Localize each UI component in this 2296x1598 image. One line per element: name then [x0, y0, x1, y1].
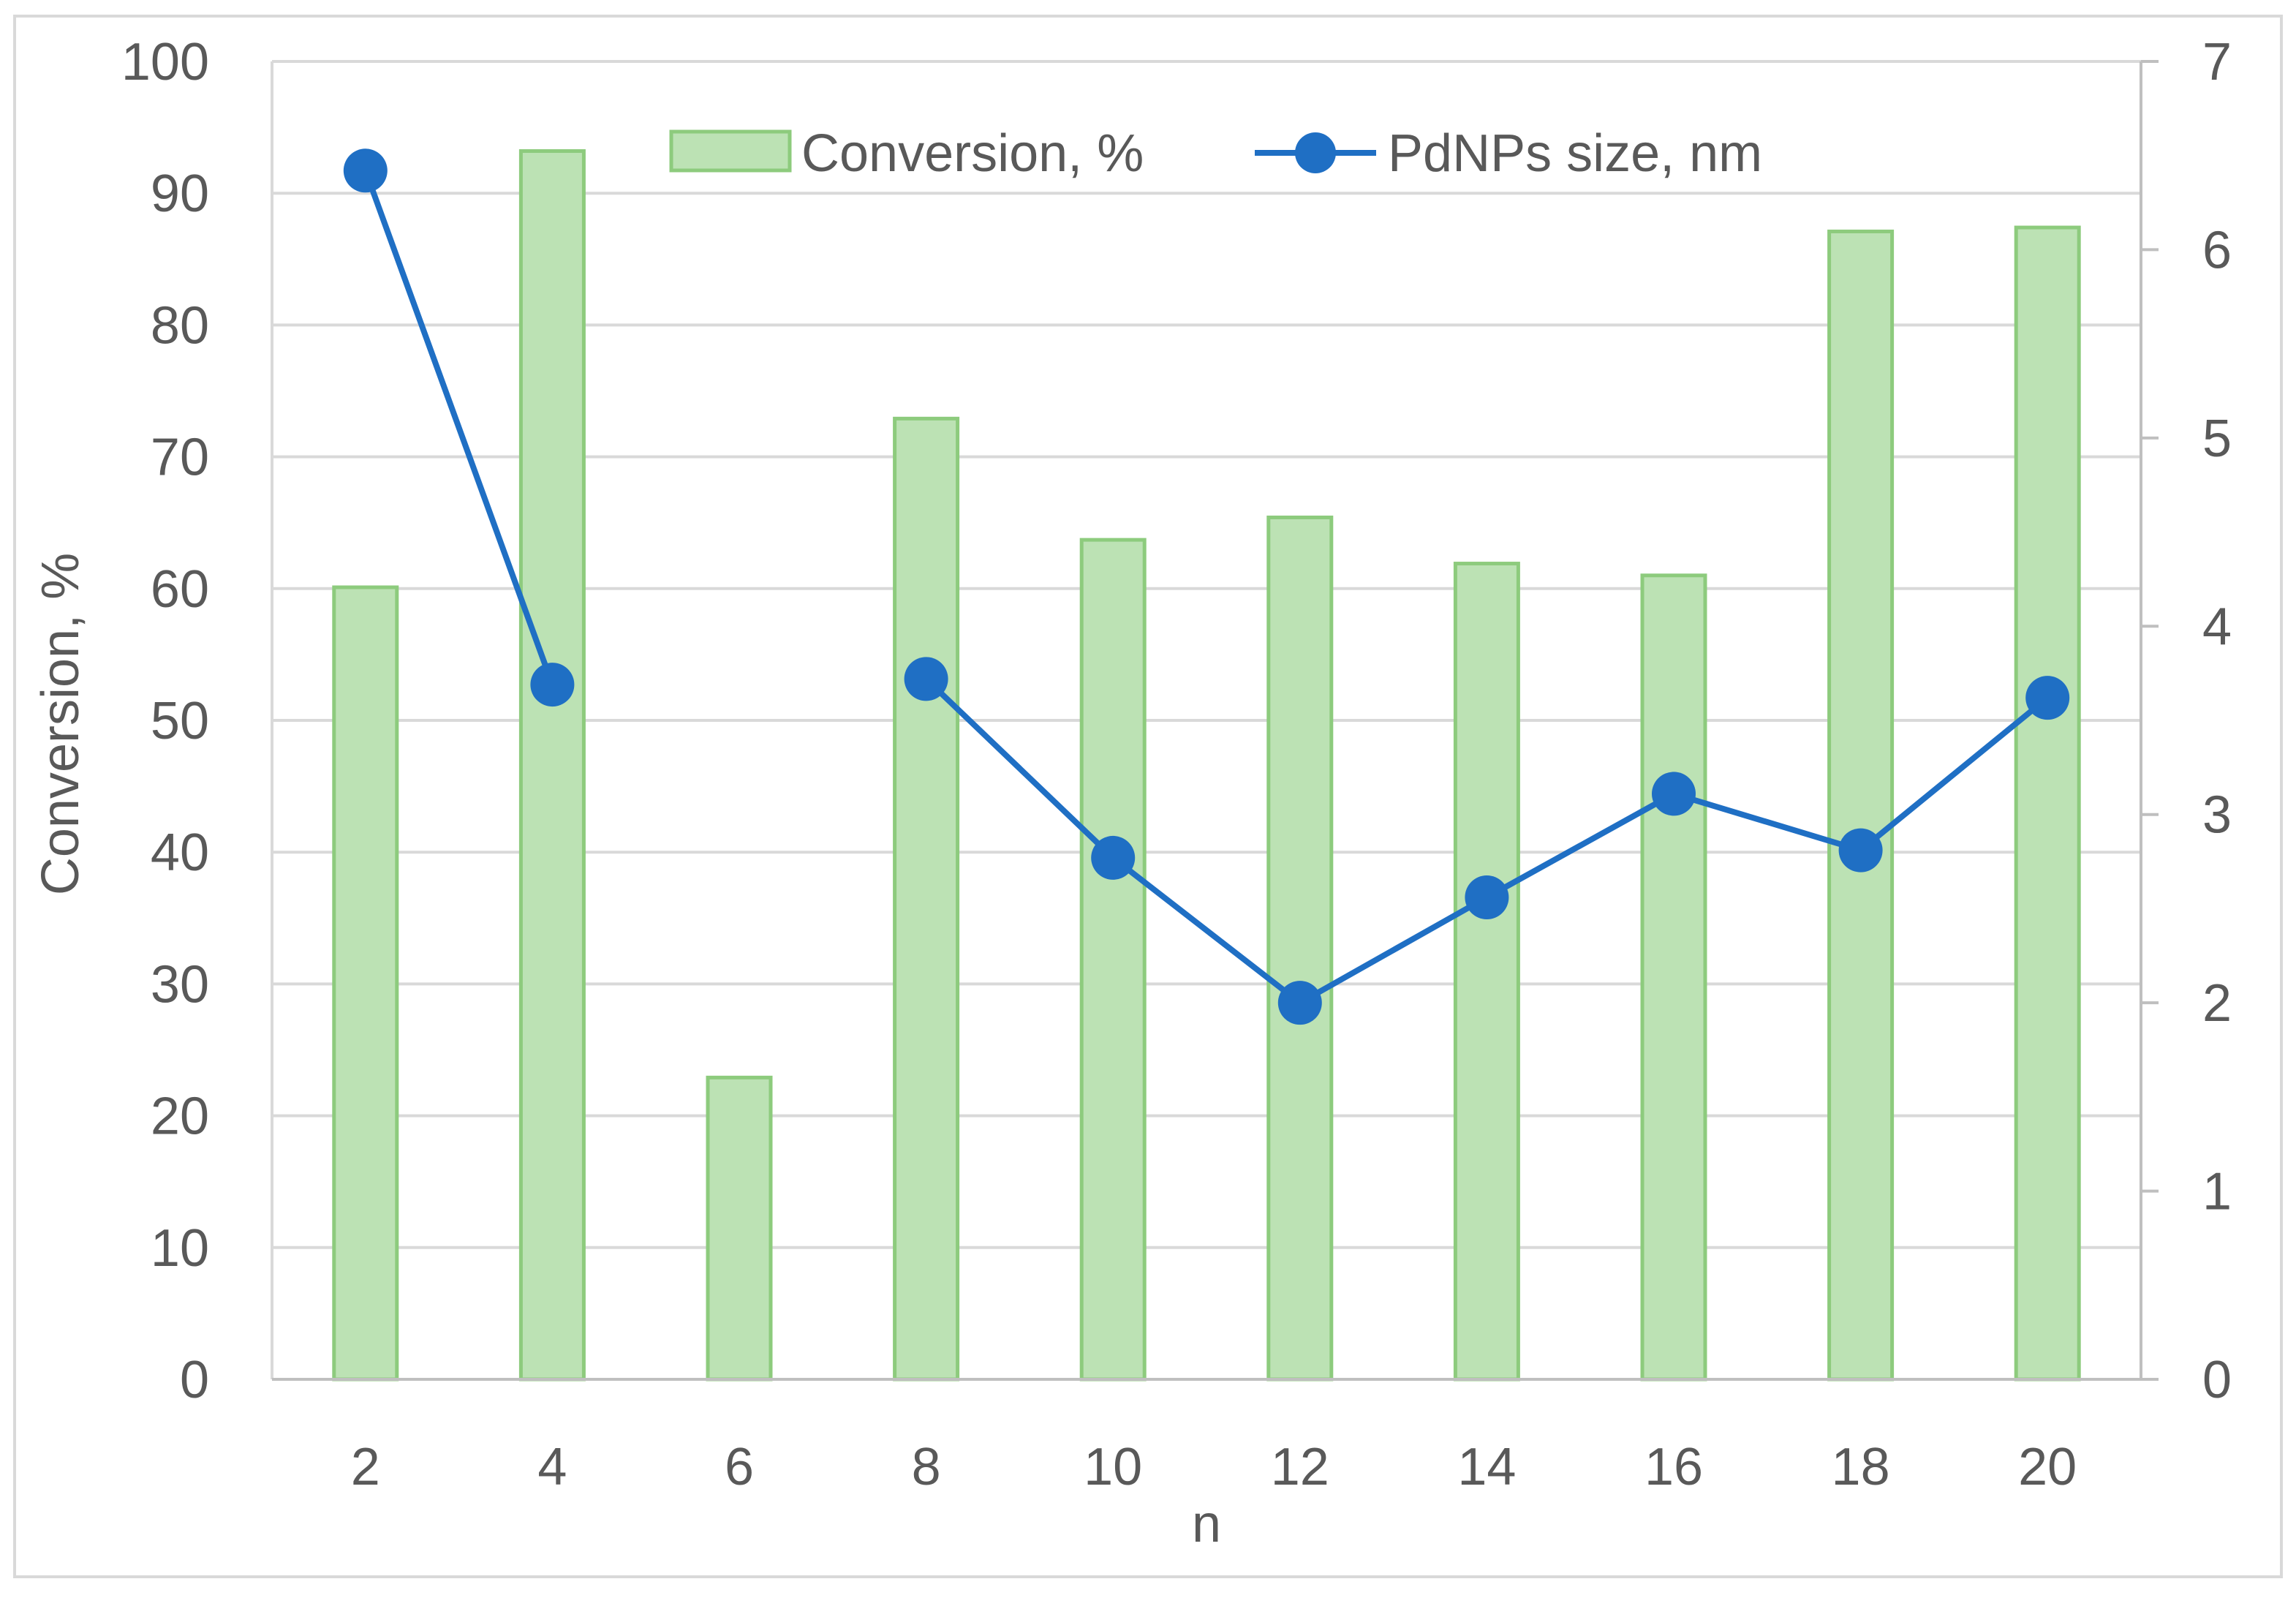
y2-tick-label: 0 [2202, 1351, 2232, 1409]
size-point [1091, 835, 1136, 880]
y-tick-label: 70 [151, 429, 209, 487]
bar-conversion [2014, 225, 2081, 1382]
axes [271, 60, 2159, 1381]
y2-tick-label: 2 [2202, 974, 2232, 1033]
y-tick-label: 20 [151, 1088, 209, 1146]
bar-conversion [1453, 562, 1520, 1382]
y2-tick-label: 5 [2202, 410, 2232, 468]
x-tick-label: 16 [1644, 1438, 1703, 1496]
bar-conversion [1640, 573, 1707, 1382]
size-point [2025, 676, 2070, 720]
x-tick-label: 2 [351, 1438, 380, 1496]
y2-tick-label: 6 [2202, 221, 2232, 279]
y-tick-label: 80 [151, 296, 209, 355]
y-tick-label: 40 [151, 824, 209, 882]
bar-conversion [1079, 538, 1147, 1382]
y-tick-label: 10 [151, 1219, 209, 1278]
bar-conversion [332, 585, 399, 1382]
size-point [530, 663, 575, 707]
legend: Conversion, % PdNPs size, nm [669, 124, 1762, 183]
bar-conversion [1266, 515, 1334, 1382]
size-point [343, 148, 388, 193]
x-axis-title: n [1192, 1495, 1221, 1553]
legend-line-marker [1295, 132, 1336, 173]
x-tick-label: 8 [912, 1438, 941, 1496]
y2-tick-label: 4 [2202, 598, 2232, 656]
x-tick-label: 20 [2018, 1438, 2077, 1496]
x-tick-label: 12 [1271, 1438, 1329, 1496]
bar-conversion [1827, 229, 1895, 1382]
size-point [904, 657, 948, 701]
y-tick-label: 50 [151, 692, 209, 750]
size-point [1838, 828, 1883, 873]
size-point [1277, 981, 1322, 1025]
x-tick-label: 4 [537, 1438, 567, 1496]
legend-bar-swatch [669, 129, 792, 173]
x-tick-label: 6 [725, 1438, 754, 1496]
legend-label-conversion: Conversion, % [801, 124, 1144, 183]
x-tick-label: 14 [1457, 1438, 1516, 1496]
y2-tick-label: 7 [2202, 33, 2232, 91]
x-tick-label: 18 [1832, 1438, 1890, 1496]
size-point [1652, 772, 1696, 816]
size-line-segment [363, 169, 556, 686]
y-tick-label: 60 [151, 560, 209, 619]
legend-label-size: PdNPs size, nm [1388, 124, 1762, 183]
y2-tick-label: 3 [2202, 786, 2232, 845]
bar-conversion [893, 416, 960, 1382]
y-tick-label: 0 [180, 1351, 209, 1409]
y-tick-label: 30 [151, 955, 209, 1014]
y-tick-label: 100 [121, 33, 209, 91]
y-tick-label: 90 [151, 165, 209, 223]
bar-conversion [706, 1075, 773, 1382]
x-tick-label: 10 [1084, 1438, 1142, 1496]
y-axis-title: Conversion, % [31, 553, 90, 895]
size-point [1465, 875, 1509, 919]
size-line [343, 148, 2070, 1025]
bar-conversion [518, 149, 586, 1382]
y2-tick-label: 1 [2202, 1163, 2232, 1221]
